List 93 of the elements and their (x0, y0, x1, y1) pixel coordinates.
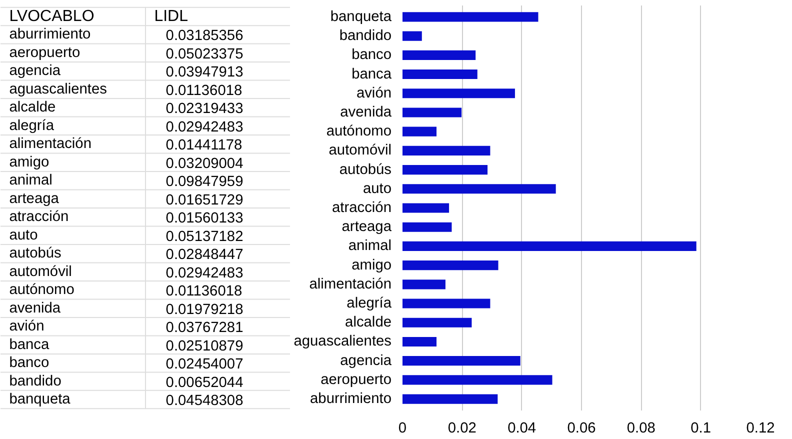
data-label: 0.02319433 (166, 101, 244, 118)
bar (402, 203, 450, 213)
bar (402, 241, 696, 251)
bar (402, 222, 452, 232)
data-label: 0.01136018 (166, 284, 242, 300)
bar (402, 280, 446, 290)
data-label: 0.05023375 (166, 46, 244, 62)
data-label: 0.02942483 (166, 265, 244, 282)
data-label: 0.01136018 (166, 82, 242, 99)
data-label: 0.03209004 (166, 156, 244, 172)
bar (402, 126, 437, 136)
category-label: auto (9, 227, 38, 244)
y-tick-label: banco (352, 47, 392, 64)
bar (402, 260, 498, 270)
category-label: aguascalientes (9, 81, 107, 98)
category-label: automóvil (9, 264, 72, 280)
x-tick-label: 0.04 (508, 420, 536, 436)
data-label: 0.03185356 (166, 28, 244, 44)
y-tick-label: banqueta (330, 8, 392, 25)
y-tick-label: bandido (339, 28, 392, 44)
category-label: arteaga (9, 190, 60, 207)
bar (402, 108, 462, 118)
y-tick-label: alegría (346, 296, 392, 312)
bar (402, 70, 478, 80)
data-label: 0.05137182 (166, 228, 244, 245)
y-tick-label: autónomo (326, 124, 392, 140)
data-label: 0.01979218 (166, 302, 244, 318)
data-label: 0.01651729 (166, 192, 244, 208)
category-label: aburrimiento (9, 26, 91, 43)
y-tick-label: amigo (352, 257, 392, 274)
category-label: banca (9, 336, 50, 353)
y-tick-label: auto (362, 180, 392, 197)
bar (402, 31, 422, 41)
y-tick-label: agencia (340, 352, 392, 369)
bar (402, 12, 538, 22)
y-tick-label: aguascalientes (294, 334, 392, 350)
data-label: 0.03767281 (166, 320, 244, 336)
y-tick-label: avión (356, 85, 392, 102)
text: LIDL (154, 8, 188, 25)
category-label: alcalde (9, 100, 56, 116)
category-label: atracción (9, 209, 69, 226)
x-tick-label: 0.1 (690, 420, 712, 436)
data-label: 0.09847959 (166, 174, 244, 190)
y-tick-label: banca (352, 66, 392, 82)
bar (402, 146, 490, 156)
category-label: bandido (9, 373, 62, 390)
x-tick-label: 0 (398, 420, 407, 436)
category-label: amigo (9, 154, 50, 170)
data-label: 0.02454007 (166, 356, 244, 373)
y-tick-label: animal (348, 238, 392, 254)
bar (402, 375, 552, 385)
text: LVOCABLO (9, 8, 94, 25)
data-label: 0.02848447 (166, 247, 244, 264)
data-label: 0.03947913 (166, 64, 244, 81)
x-tick-label: 0.06 (567, 420, 596, 436)
data-label: 0.01441178 (166, 138, 242, 154)
x-tick-label: 0.08 (626, 420, 656, 436)
category-label: avenida (9, 300, 62, 316)
y-tick-label: alcalde (345, 314, 392, 331)
data-label: 0.04548308 (166, 393, 244, 410)
x-tick-label: 0.02 (448, 420, 476, 436)
bar (402, 50, 476, 60)
bar (402, 184, 556, 194)
category-label: avión (9, 318, 44, 335)
category-label: aeropuerto (9, 44, 80, 61)
x-tick-label: 0.12 (746, 420, 775, 436)
data-label: 0.02942483 (166, 119, 244, 136)
category-label: banqueta (9, 392, 72, 408)
bar (402, 356, 520, 366)
data-label: 0.00652044 (166, 374, 244, 391)
bar (402, 298, 490, 308)
bar (402, 88, 515, 98)
y-tick-label: aburrimiento (310, 391, 392, 408)
bar (402, 165, 488, 175)
category-label: animal (9, 172, 52, 189)
category-label: autónomo (9, 282, 74, 298)
category-label: autobús (9, 246, 62, 262)
category-label: agencia (9, 63, 62, 80)
y-tick-label: autobús (339, 162, 392, 178)
bar (402, 336, 437, 346)
y-tick-label: atracción (332, 200, 392, 216)
y-tick-label: aeropuerto (320, 372, 392, 388)
y-tick-label: arteaga (342, 219, 392, 236)
data-label: 0.01560133 (166, 210, 244, 227)
category-label: banco (9, 355, 50, 372)
y-tick-label: avenida (340, 104, 392, 120)
bar (402, 318, 472, 328)
category-label: alegría (9, 118, 55, 134)
y-tick-label: alimentación (309, 276, 392, 292)
bar (402, 394, 498, 404)
y-tick-label: automóvil (328, 142, 392, 159)
category-label: alimentación (9, 136, 92, 152)
data-label: 0.02510879 (166, 338, 244, 354)
